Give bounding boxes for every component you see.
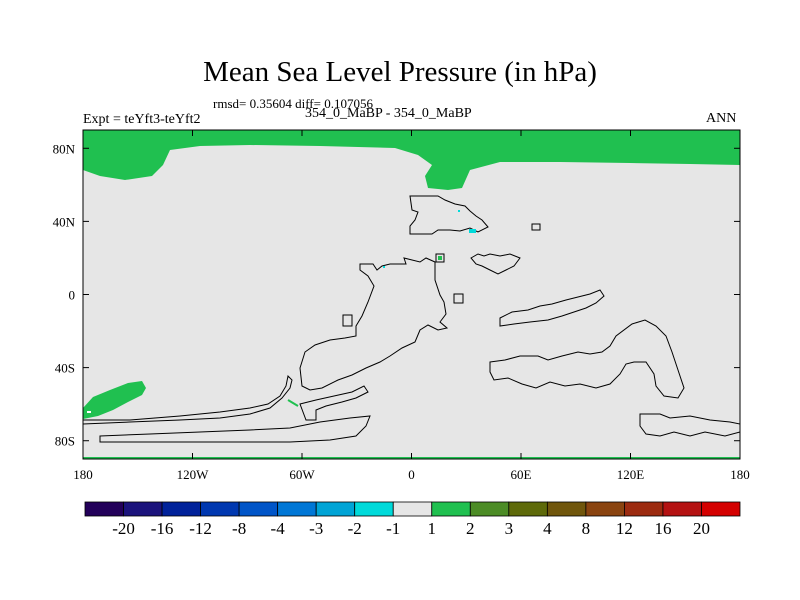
- x-tick-label: 180: [730, 467, 750, 482]
- colorbar-label: -20: [112, 519, 135, 538]
- continent-outline: [299, 257, 449, 391]
- anomaly-speck: [287, 399, 299, 407]
- continent-outline: [489, 319, 685, 399]
- colorbar-label: 8: [582, 519, 591, 538]
- colorbar-label: 12: [616, 519, 633, 538]
- colorbar-swatch: [161, 501, 201, 517]
- colorbar-swatch: [238, 501, 279, 517]
- colorbar-label: -16: [151, 519, 174, 538]
- x-tick-label: 0: [408, 467, 415, 482]
- continent-outline: [499, 289, 605, 327]
- colorbar-swatch: [123, 501, 163, 517]
- colorbar-swatch: [508, 501, 548, 517]
- arctic-anomaly-region: [83, 130, 740, 190]
- x-axis: 180 120W 60W 0 60E 120E 180: [73, 130, 750, 482]
- map-background: [83, 130, 740, 459]
- plot-area: [82, 129, 741, 460]
- y-axis: 80N 40N 0 40S 80S: [53, 141, 740, 449]
- colorbar-swatch: [585, 501, 625, 517]
- colorbar-label: -2: [348, 519, 362, 538]
- continent-outline: [99, 415, 371, 443]
- colorbar-label: 2: [466, 519, 475, 538]
- continent-outline: [453, 293, 464, 304]
- colorbar-label: -4: [271, 519, 286, 538]
- colorbar-label: 16: [654, 519, 671, 538]
- colorbar-label: -12: [189, 519, 212, 538]
- colorbar-label: -1: [386, 519, 400, 538]
- colorbar-swatch: [200, 501, 240, 517]
- y-tick-label: 80S: [55, 434, 75, 449]
- y-tick-label: 0: [69, 288, 76, 303]
- colorbar-label: -8: [232, 519, 246, 538]
- continent-outlines: [82, 195, 741, 443]
- colorbar-swatch: [624, 501, 664, 517]
- continent-outline: [531, 223, 541, 231]
- colorbar: -20 -16 -12 -8 -4 -3 -2 -1 1 2 3 4 8 12 16 20: [84, 501, 741, 538]
- anomaly-speck: [383, 266, 385, 268]
- chart-title: Mean Sea Level Pressure (in hPa): [203, 56, 597, 88]
- colorbar-label: 4: [543, 519, 552, 538]
- colorbar-swatch: [392, 501, 433, 517]
- x-tick-label: 60E: [511, 467, 532, 482]
- colorbar-label: 3: [505, 519, 514, 538]
- continent-outline: [435, 253, 445, 263]
- colorbar-swatch: [662, 501, 702, 517]
- x-tick-label: 60W: [289, 467, 315, 482]
- y-tick-label: 40N: [53, 214, 76, 229]
- colorbar-swatch: [431, 501, 471, 517]
- season-label: ANN: [706, 111, 737, 126]
- southern-anomaly-region: [83, 381, 146, 419]
- y-tick-label: 80N: [53, 141, 76, 156]
- colorbar-label: -3: [309, 519, 323, 538]
- x-tick-label: 180: [73, 467, 93, 482]
- y-tick-label: 40S: [55, 361, 75, 376]
- colorbar-swatch: [469, 501, 510, 517]
- stats-label: rmsd= 0.35604 diff= 0.107056: [213, 96, 373, 111]
- x-tick-label: 120W: [177, 467, 210, 482]
- continent-outline: [299, 385, 369, 421]
- colorbar-swatch: [701, 501, 741, 517]
- continent-outline: [82, 374, 293, 425]
- experiment-label: Expt = teYft3-teYft2: [83, 112, 201, 127]
- colorbar-label: 1: [428, 519, 437, 538]
- colorbar-swatch: [546, 501, 587, 517]
- continent-outline: [470, 253, 521, 275]
- continent-outline: [342, 314, 353, 327]
- x-tick-label: 120E: [617, 467, 645, 482]
- colorbar-swatch: [315, 501, 356, 517]
- period-label: 354_0_MaBP - 354_0_MaBP: [305, 106, 472, 121]
- colorbar-swatch: [277, 501, 317, 517]
- colorbar-label: 20: [693, 519, 710, 538]
- continent-outline: [639, 413, 741, 437]
- anomaly-speck: [458, 210, 460, 212]
- anomaly-speck: [438, 256, 442, 260]
- colorbar-swatch: [354, 501, 394, 517]
- anomaly-speck: [469, 229, 476, 233]
- colorbar-swatch: [84, 501, 124, 517]
